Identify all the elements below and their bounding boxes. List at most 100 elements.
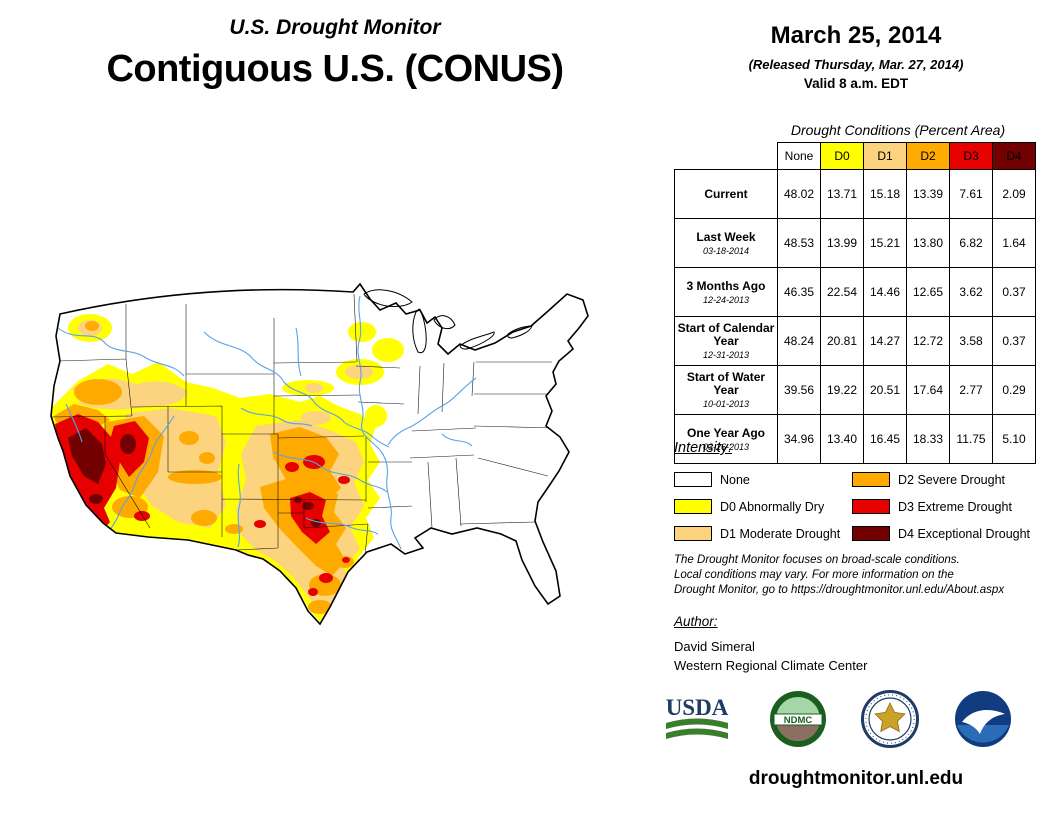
map-shape: [273, 451, 388, 493]
department-of-commerce-seal: [861, 690, 920, 748]
map-shape: [441, 433, 473, 447]
legend-label: D4 Exceptional Drought: [898, 526, 1031, 541]
date-block: March 25, 2014 (Released Thursday, Mar. …: [700, 22, 1012, 91]
map-container: [8, 266, 648, 666]
table-row-label: Start of Calendar Year 12-31-2013: [674, 316, 778, 366]
map-shape: [199, 452, 215, 464]
table-value-cell: 3.58: [949, 316, 993, 366]
table-row-label: 3 Months Ago 12-24-2013: [674, 267, 778, 317]
table-value-cell: 20.51: [863, 365, 907, 415]
lake-huron: [433, 315, 456, 330]
map-shape: [365, 405, 387, 427]
row-label-text: One Year Ago: [686, 425, 766, 440]
row-date-text: 12-31-2013: [702, 350, 750, 360]
table-value-cell: 20.81: [820, 316, 864, 366]
map-shape: [342, 557, 350, 563]
table-row-label: Current: [674, 169, 778, 219]
map-shape: [74, 379, 122, 405]
legend-swatch: [852, 472, 890, 487]
ndmc-logo-text: NDMC: [783, 715, 812, 726]
map-shape: [319, 573, 333, 583]
released-date: (Released Thursday, Mar. 27, 2014): [748, 57, 964, 72]
table-value-cell: 17.64: [906, 365, 950, 415]
drought-conditions-table: None D0 D1 D2 D3 D4 Current 48.02 13.71 15.18 13.…: [674, 142, 1036, 464]
state-borders: [51, 293, 555, 557]
table-value-cell: 2.77: [949, 365, 993, 415]
map-shape: [237, 463, 241, 548]
intensity-legend: Intensity: None D0 Abnormally Dry D1 Moder…: [674, 440, 1034, 547]
legend-items: None D0 Abnormally Dry D1 Moderate Drought…: [674, 466, 1034, 547]
map-shape: [301, 411, 331, 425]
table-col-header-d4: D4: [992, 142, 1036, 170]
usda-swoosh-icon: [666, 718, 728, 729]
table-row: 3 Months Ago 12-24-2013 46.35 22.54 14.46 12.…: [674, 267, 1036, 317]
map-shape: [179, 431, 199, 445]
map-shape: [308, 588, 318, 596]
legend-swatch: [852, 526, 890, 541]
map-shape: [302, 502, 314, 510]
table-value-cell: 39.56: [777, 365, 821, 415]
map-shape: [357, 295, 402, 550]
table-header-row: None D0 D1 D2 D3 D4: [675, 142, 1036, 170]
map-shape: [191, 510, 217, 526]
map-shape: [57, 327, 185, 377]
table-value-cell: 19.22: [820, 365, 864, 415]
map-shape: [308, 600, 332, 614]
map-shape: [108, 415, 175, 532]
table-value-cell: 6.82: [949, 218, 993, 268]
legend-swatch: [674, 499, 712, 514]
great-lakes: [363, 289, 533, 354]
disclaimer-text: The Drought Monitor focuses on broad-sca…: [674, 553, 1004, 598]
map-shape: [305, 517, 379, 535]
map-shape: [305, 383, 323, 393]
legend-item: D4 Exceptional Drought: [852, 526, 1030, 541]
table-value-cell: 48.24: [777, 316, 821, 366]
map-shape: [348, 322, 376, 342]
map-shape: [65, 403, 83, 443]
legend-label: D2 Severe Drought: [898, 472, 1006, 487]
map-shape: [240, 407, 313, 427]
map-shape: [85, 321, 99, 331]
legend-label: D3 Extreme Drought: [898, 499, 1012, 514]
table-value-cell: 3.62: [949, 267, 993, 317]
table-col-header-d2: D2: [906, 142, 950, 170]
usda-swoosh-icon: [666, 728, 728, 739]
map-shape: [387, 377, 477, 446]
row-label-text: 3 Months Ago: [686, 278, 766, 293]
usda-logo: USDA: [666, 695, 729, 739]
row-date-text: 03-26-2013: [702, 441, 750, 452]
table-value-cell: 2.09: [992, 169, 1036, 219]
table-value-cell: 13.39: [906, 169, 950, 219]
legend-item: D2 Severe Drought: [852, 472, 1030, 487]
map-shape: [372, 338, 404, 362]
report-subtitle: U.S. Drought Monitor: [229, 16, 441, 39]
map-shape: [338, 476, 350, 484]
table-row: Start of Calendar Year 12-31-2013 48.24 20.…: [674, 316, 1036, 366]
map-shape: [120, 434, 136, 454]
table-row: One Year Ago 03-26-2013 34.96 13.40 16.45 18.…: [674, 414, 1036, 464]
table-value-cell: 22.54: [820, 267, 864, 317]
map-shape: [168, 470, 222, 484]
map-shape: [294, 497, 302, 503]
table-value-cell: 11.75: [949, 414, 993, 464]
legend-label: D1 Moderate Drought: [720, 526, 841, 541]
table-row: Last Week 03-18-2014 48.53 13.99 15.21 13.80 6…: [674, 218, 1036, 268]
table-value-cell: 14.46: [863, 267, 907, 317]
noaa-seagull-icon: [961, 710, 1005, 734]
legend-swatch: [852, 499, 890, 514]
author-org: Western Regional Climate Center: [674, 658, 868, 673]
table-row-label: Last Week 03-18-2014: [674, 218, 778, 268]
map-shape: [285, 462, 299, 472]
map-shape: [409, 361, 555, 529]
map-shape: [254, 520, 266, 528]
row-date-text: 12-24-2013: [702, 294, 750, 305]
map-shape: [51, 293, 413, 557]
map-shape: [134, 511, 150, 521]
table-value-cell: 0.37: [992, 267, 1036, 317]
table-value-cell: 13.80: [906, 218, 950, 268]
lake-ontario: [507, 325, 533, 339]
lake-superior: [363, 289, 413, 307]
table-value-cell: 34.96: [777, 414, 821, 464]
row-label-text: Start of Water Year: [686, 370, 766, 397]
map-shape: [203, 331, 390, 448]
